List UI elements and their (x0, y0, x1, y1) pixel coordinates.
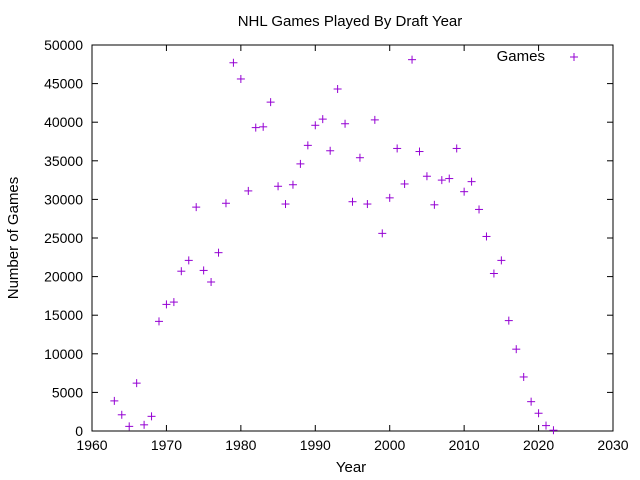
data-point (348, 197, 357, 206)
y-tick-label: 40000 (44, 114, 83, 130)
y-tick-label: 15000 (44, 307, 83, 323)
y-tick-label: 50000 (44, 37, 83, 53)
y-axis: 0 5000 10000 15000 20000 25000 30000 35000 40000… (44, 37, 613, 439)
data-point (154, 317, 163, 326)
data-point (475, 205, 484, 214)
x-tick-label: 2010 (449, 437, 480, 453)
data-point (467, 177, 476, 186)
data-point (184, 256, 193, 265)
data-point (117, 410, 126, 419)
data-point (355, 153, 364, 162)
data-point (378, 229, 387, 238)
data-point (162, 300, 171, 309)
data-point (452, 144, 461, 153)
data-point (512, 345, 521, 354)
data-point (482, 232, 491, 241)
data-point (169, 298, 178, 307)
legend-label: Games (497, 48, 545, 65)
data-point (221, 199, 230, 208)
y-tick-label: 5000 (52, 384, 83, 400)
x-tick-label: 1990 (300, 437, 331, 453)
data-point (177, 267, 186, 276)
legend-marker (570, 53, 578, 61)
data-point (497, 256, 506, 265)
data-point (549, 426, 558, 435)
y-tick-label: 25000 (44, 230, 83, 246)
data-point (460, 187, 469, 196)
data-point (244, 186, 253, 195)
data-point (266, 98, 275, 107)
data-point (326, 146, 335, 155)
data-point (229, 58, 238, 67)
data-point (274, 182, 283, 191)
data-point (393, 144, 402, 153)
x-tick-label: 1960 (76, 437, 107, 453)
data-point (140, 420, 149, 429)
data-point (437, 176, 446, 185)
data-point (385, 193, 394, 202)
data-point (147, 412, 156, 421)
data-point (125, 422, 134, 431)
y-axis-label: Number of Games (5, 177, 22, 300)
legend-plus-marker (570, 53, 578, 61)
data-point (519, 372, 528, 381)
data-point (527, 397, 536, 406)
y-tick-label: 45000 (44, 76, 83, 92)
data-point (199, 266, 208, 275)
x-tick-label: 2030 (597, 437, 628, 453)
data-point (214, 248, 223, 257)
data-point (415, 147, 424, 156)
plot-area-border (91, 44, 614, 432)
data-point (489, 269, 498, 278)
data-point (363, 200, 372, 209)
data-point (192, 203, 201, 212)
data-point (504, 316, 513, 325)
y-tick-label: 35000 (44, 153, 83, 169)
data-point (430, 200, 439, 209)
data-point (132, 379, 141, 388)
data-point (259, 122, 268, 131)
data-point (281, 200, 290, 209)
data-point (445, 174, 454, 183)
data-point (422, 172, 431, 181)
data-point (318, 115, 327, 124)
x-tick-label: 2000 (374, 437, 405, 453)
data-point (341, 119, 350, 128)
data-point (236, 74, 245, 83)
data-point (288, 180, 297, 189)
y-tick-label: 20000 (44, 269, 83, 285)
y-tick-label: 10000 (44, 346, 83, 362)
data-point (400, 179, 409, 188)
data-point (296, 159, 305, 168)
data-point (370, 115, 379, 124)
data-point (542, 421, 551, 430)
x-axis-label: Year (336, 459, 366, 476)
x-tick-label: 1970 (151, 437, 182, 453)
y-tick-label: 30000 (44, 191, 83, 207)
data-point (333, 85, 342, 94)
series-games (110, 55, 558, 435)
data-point (110, 396, 119, 405)
data-point (311, 121, 320, 130)
x-axis: 1960 1970 1980 1990 2000 2010 2020 2030 (76, 45, 629, 453)
data-point (303, 141, 312, 150)
data-point (408, 55, 417, 64)
x-tick-label: 2020 (523, 437, 554, 453)
x-tick-label: 1980 (225, 437, 256, 453)
data-point (251, 123, 260, 132)
legend: Games (497, 48, 578, 65)
data-point (207, 278, 216, 287)
data-point (534, 409, 543, 418)
chart-title: NHL Games Played By Draft Year (238, 13, 463, 30)
y-tick-label: 0 (75, 423, 83, 439)
